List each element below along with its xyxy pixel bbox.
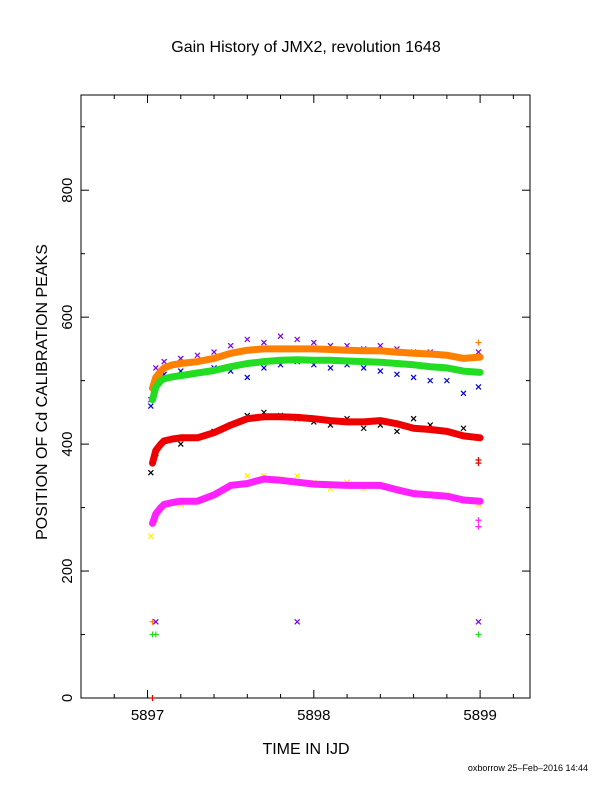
x-tick-label: 5898 (297, 707, 330, 724)
data-point (244, 336, 251, 343)
data-point (152, 618, 159, 625)
data-point (475, 460, 482, 467)
series-4 (149, 345, 484, 392)
data-point (394, 371, 400, 378)
data-point (147, 469, 154, 476)
x-tick-label: 5899 (463, 707, 496, 724)
data-point (443, 377, 450, 384)
data-point (294, 618, 301, 625)
data-point (475, 523, 482, 530)
data-point (147, 533, 154, 540)
data-point (177, 441, 184, 448)
data-point (360, 365, 367, 371)
data-point (277, 333, 284, 340)
y-tick-label: 800 (59, 178, 76, 203)
data-point (161, 358, 168, 365)
series-11 (475, 517, 482, 530)
data-point (147, 403, 154, 409)
data-point (475, 618, 482, 625)
data-point (394, 428, 400, 435)
axis-ticks (80, 95, 530, 699)
chart-title: Gain History of JMX2, revolution 1648 (171, 39, 441, 56)
series-7 (149, 475, 484, 527)
data-point (149, 695, 156, 701)
data-point (410, 415, 417, 422)
data-point (427, 377, 434, 384)
data-point (152, 631, 159, 638)
data-point (410, 374, 417, 381)
series-line (149, 345, 484, 392)
data-point (460, 390, 467, 397)
series-9 (149, 631, 482, 638)
x-axis-label: TIME IN IJD (262, 741, 349, 758)
data-point (294, 336, 301, 343)
x-tick-label: 5897 (131, 707, 164, 724)
data-point (475, 384, 482, 390)
data-point (460, 425, 467, 432)
series-8 (149, 339, 482, 625)
data-point (360, 425, 367, 432)
series-line (149, 413, 484, 467)
y-tick-label: 200 (59, 559, 76, 584)
data-point (327, 365, 334, 371)
data-point (310, 339, 317, 346)
data-point (244, 472, 251, 479)
data-point (475, 631, 482, 638)
data-point (244, 374, 251, 381)
data-point (211, 349, 217, 355)
series-5 (149, 356, 484, 404)
y-tick-label: 600 (59, 305, 76, 330)
series-6 (149, 413, 484, 467)
series-10 (149, 456, 482, 701)
data-point (194, 352, 201, 359)
data-point (149, 618, 156, 625)
y-tick-label: 400 (59, 432, 76, 457)
y-axis-label: POSITION OF Cd CALIBRATION PEAKS (34, 244, 51, 540)
data-point (152, 365, 159, 371)
data-point (261, 365, 267, 371)
data-point (475, 339, 482, 346)
data-point (227, 342, 234, 349)
data-point (475, 517, 482, 524)
data-point (294, 472, 301, 479)
series-12 (152, 618, 482, 625)
y-tick-label: 0 (59, 694, 76, 702)
series-line (149, 475, 484, 527)
data-point (261, 339, 267, 346)
plot-frame (80, 94, 531, 699)
footer-timestamp: oxborrow 25–Feb–2016 14:44 (468, 763, 588, 773)
data-point (377, 368, 384, 375)
series-line (149, 356, 484, 404)
tick-labels: 0 200 400 600 800 5897 5898 5899 (59, 178, 497, 724)
series-layer (147, 333, 484, 701)
